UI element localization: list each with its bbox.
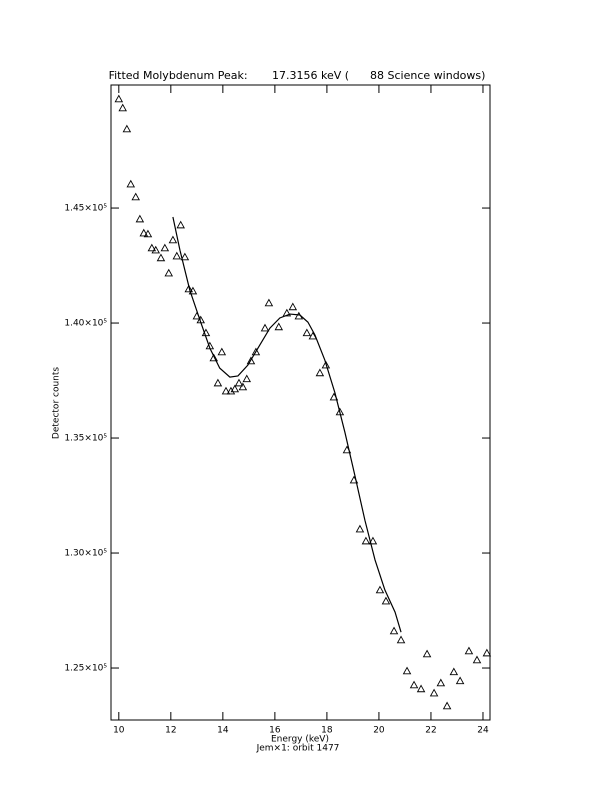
data-point (355, 524, 365, 533)
data-point (188, 286, 198, 295)
data-point (416, 684, 426, 693)
data-point (209, 353, 219, 362)
data-point (288, 302, 298, 311)
data-point (442, 701, 452, 710)
data-point (139, 228, 149, 237)
data-point (168, 235, 178, 244)
x-axis-label: Energy (keV) (271, 735, 329, 745)
data-point (184, 284, 194, 293)
x-tick-label: 12 (165, 726, 176, 736)
data-point (381, 596, 391, 605)
data-point (135, 214, 145, 223)
data-point (282, 308, 292, 317)
data-point (321, 360, 331, 369)
data-point (368, 536, 378, 545)
data-point (164, 268, 174, 277)
data-point (361, 536, 371, 545)
data-point (455, 676, 465, 685)
x-tick-label: 14 (217, 726, 229, 736)
x-tick-label: 18 (321, 726, 333, 736)
data-point (180, 252, 190, 261)
data-point (242, 374, 252, 383)
data-point (422, 649, 432, 658)
y-tick-label: 1.30×10⁵ (64, 549, 107, 559)
data-point (156, 253, 166, 262)
data-point (375, 585, 385, 594)
data-point (143, 229, 153, 238)
data-point (118, 103, 127, 112)
data-point (217, 347, 227, 356)
data-point (160, 243, 170, 252)
data-point (260, 323, 270, 332)
data-point (482, 648, 492, 657)
data-point (402, 666, 412, 675)
chart-title: Fitted Molybdenum Peak: 17.3156 keV ( 88… (109, 69, 486, 82)
data-point (126, 179, 136, 188)
data-point (396, 635, 406, 644)
data-point (246, 356, 256, 365)
x-tick-label: 20 (373, 726, 385, 736)
data-point (389, 626, 399, 635)
y-tick-label: 1.25×10⁵ (64, 664, 107, 674)
data-point (172, 251, 182, 260)
data-point (238, 382, 248, 391)
data-point (234, 378, 244, 387)
data-point (315, 368, 325, 377)
chart-subtitle: Jem×1: orbit 1477 (256, 744, 340, 754)
data-point (147, 243, 157, 252)
data-point (274, 322, 284, 331)
data-point (221, 386, 231, 395)
data-point (251, 347, 261, 356)
x-tick-label: 16 (269, 726, 281, 736)
data-point (302, 328, 312, 337)
data-point (131, 192, 140, 201)
data-point (213, 378, 223, 387)
data-point (436, 678, 446, 687)
y-axis-label: Detector counts (52, 367, 62, 439)
y-tick-label: 1.40×10⁵ (64, 319, 107, 329)
x-tick-label: 10 (113, 726, 125, 736)
data-point (409, 680, 419, 689)
plot-frame (110, 84, 491, 721)
data-point (151, 245, 161, 254)
data-point (464, 646, 474, 655)
fit-line (172, 216, 402, 633)
y-tick-label: 1.35×10⁵ (64, 434, 107, 444)
y-tick-label: 1.45×10⁵ (64, 204, 107, 214)
x-tick-label: 22 (425, 726, 436, 736)
data-point (264, 298, 274, 307)
data-point (308, 331, 318, 340)
data-point (114, 94, 124, 103)
data-point (176, 220, 185, 229)
data-point (449, 667, 459, 676)
data-point (429, 688, 439, 697)
data-point (122, 124, 132, 133)
data-point (472, 655, 482, 664)
data-point (226, 386, 236, 395)
data-point (230, 384, 240, 393)
x-tick-label: 24 (477, 726, 489, 736)
